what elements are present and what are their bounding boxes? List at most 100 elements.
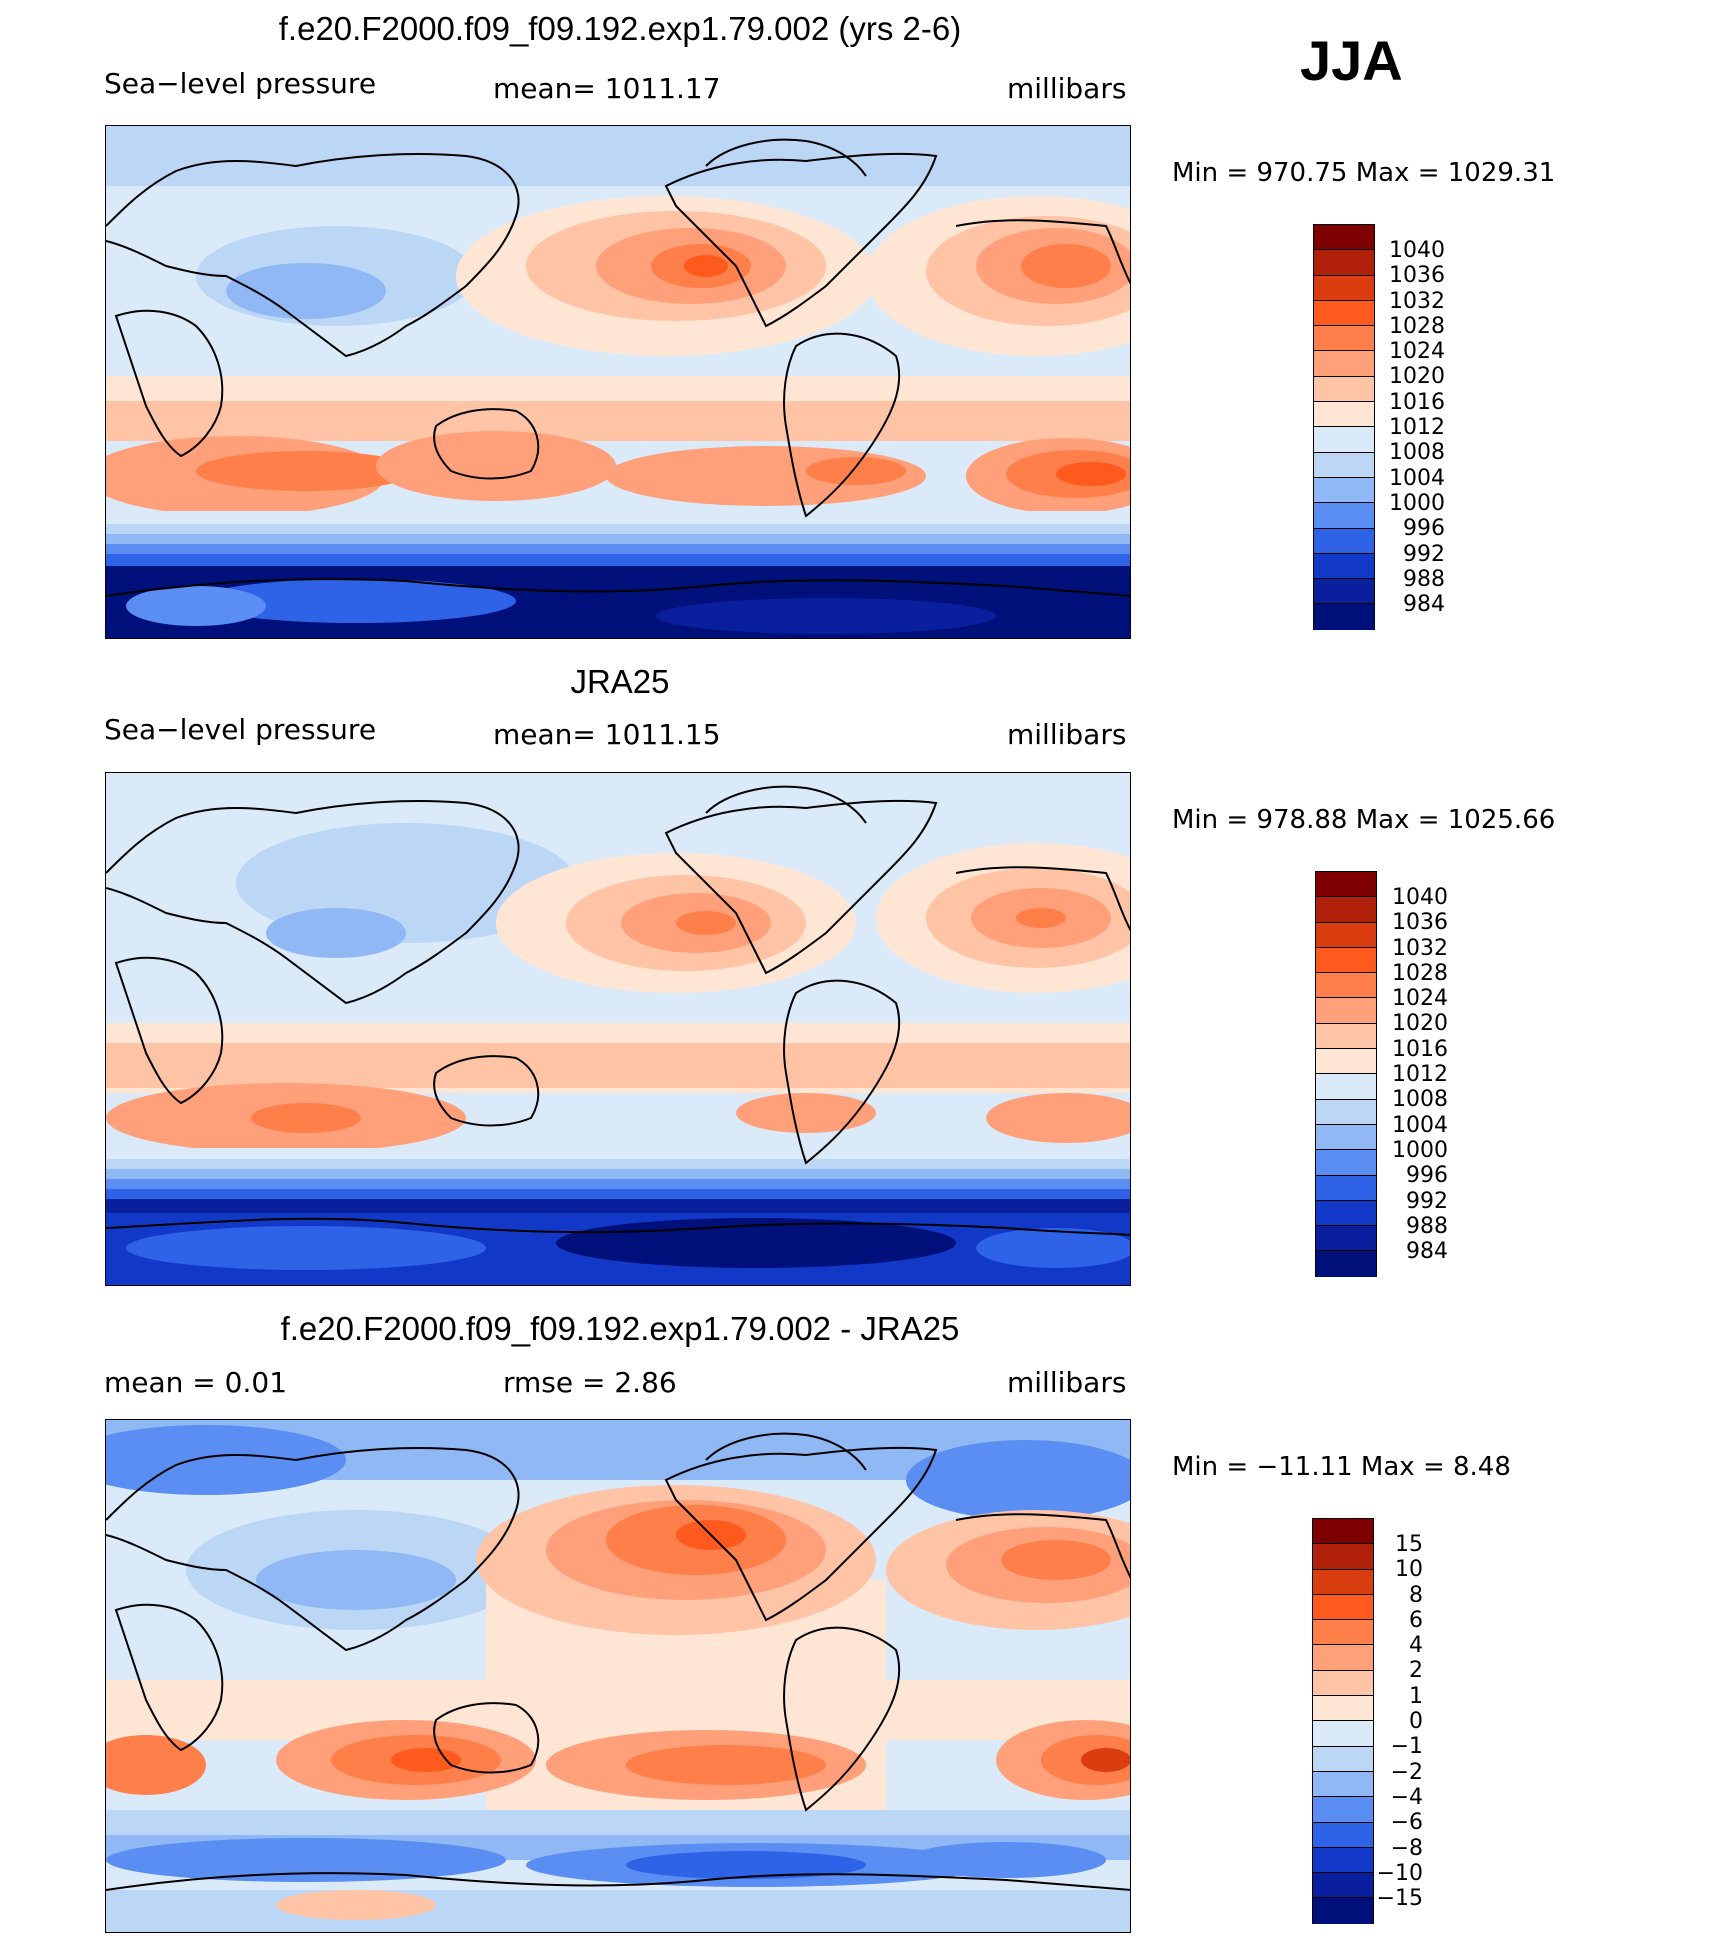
panel-3-rmse-label: rmse = 2.86 [503, 1366, 677, 1399]
colorbar-label: 1000 [1392, 1137, 1448, 1163]
azores-high-1024 [1016, 908, 1066, 928]
panel-1-colorbar-seg [1314, 275, 1374, 301]
colorbar-label: 988 [1403, 566, 1445, 592]
panel-1-map-svg [106, 126, 1130, 638]
colorbar-label: 1004 [1392, 1112, 1448, 1138]
colorbar-label: 1036 [1392, 910, 1448, 936]
panel-1-colorbar-seg [1314, 225, 1374, 251]
panel-2-colorbar-seg [1316, 872, 1376, 898]
colorbar-label: 1040 [1392, 885, 1448, 910]
panel-1-minmax: Min = 970.75 Max = 1029.31 [1172, 158, 1556, 188]
panel-2-colorbar-seg [1316, 1200, 1376, 1227]
so-band-1004 [106, 1159, 1130, 1171]
colorbar-label: −10 [1376, 1860, 1423, 1886]
so-band-996 [106, 544, 1130, 556]
colorbar-label: −1 [1390, 1734, 1423, 1760]
panel-2-colorbar-seg [1316, 1049, 1376, 1075]
panel-3-minmax: Min = −11.11 Max = 8.48 [1172, 1452, 1511, 1482]
colorbar-label: 1008 [1389, 440, 1445, 466]
panel-1-colorbar-seg [1314, 351, 1374, 377]
panel-3-colorbar-seg [1313, 1519, 1373, 1545]
panel-2-title: JRA25 [570, 663, 670, 700]
colorbar-label: 1028 [1389, 313, 1445, 339]
panel-3-title: f.e20.F2000.f09_f09.192.exp1.79.002 - JR… [280, 1310, 960, 1347]
atlantic-diff-4 [1001, 1540, 1111, 1580]
panel-2-colorbar-seg [1316, 1074, 1376, 1100]
panel-1-colorbar-labels: 1040 1036 1032 1028 1024 1020 1016 1012 … [1385, 238, 1445, 617]
so-band-992 [106, 554, 1130, 568]
colorbar-label: 1004 [1389, 465, 1445, 491]
panel-3-colorbar-seg [1313, 1645, 1373, 1671]
colorbar-label: 1016 [1389, 389, 1445, 415]
panel-1-colorbar-seg [1314, 553, 1374, 580]
australian-high-1020 [376, 431, 616, 501]
panel-1-title: f.e20.F2000.f09_f09.192.exp1.79.002 (yrs… [278, 10, 962, 47]
colorbar-label: 1024 [1389, 339, 1445, 365]
panel-1-colorbar-seg [1314, 477, 1374, 504]
antarctic-patch-b [126, 586, 266, 626]
subtropical-diff-0 [106, 1680, 1130, 1740]
colorbar-label: 6 [1409, 1607, 1423, 1633]
colorbar-label: 1012 [1392, 1062, 1448, 1088]
colorbar-label: 1032 [1389, 288, 1445, 314]
panel-2-colorbar-seg [1316, 1150, 1376, 1176]
panel-3-colorbar-seg [1313, 1721, 1373, 1747]
colorbar-label: 1020 [1389, 364, 1445, 390]
panel-1-colorbar-seg [1314, 452, 1374, 478]
panel-3-colorbar-seg [1313, 1771, 1373, 1798]
colorbar-label: 992 [1406, 1188, 1448, 1214]
panel-2-colorbar-labels: 1040 1036 1032 1028 1024 1020 1016 1012 … [1388, 885, 1448, 1264]
panel-1-map [105, 125, 1131, 639]
colorbar-label: 1016 [1392, 1036, 1448, 1062]
panel-3-colorbar [1312, 1518, 1374, 1924]
panel-1-colorbar-seg [1314, 402, 1374, 428]
panel-2-variable-label: Sea−level pressure [104, 713, 377, 746]
panel-3-units: millibars [1007, 1366, 1127, 1399]
colorbar-label: 992 [1403, 541, 1445, 567]
south-indian-high-1024 [251, 1103, 361, 1133]
coastlines [106, 138, 1130, 597]
panel-2-units: millibars [1007, 718, 1127, 751]
panel-2-map-svg [106, 773, 1130, 1285]
so-neg4-c [906, 1842, 1106, 1878]
south-atlantic-high-1028 [1056, 462, 1126, 486]
colorbar-label: 1012 [1389, 415, 1445, 441]
panel-3-colorbar-seg [1313, 1898, 1373, 1924]
panel-2-colorbar-seg [1316, 1023, 1376, 1050]
panel-2-map [105, 772, 1131, 1286]
antarctic-patch-a [196, 579, 516, 623]
panel-1-units: millibars [1007, 72, 1127, 105]
colorbar-label: 984 [1406, 1239, 1448, 1265]
colorbar-label: 1008 [1392, 1087, 1448, 1113]
colorbar-label: 1020 [1392, 1011, 1448, 1037]
colorbar-label: 988 [1406, 1213, 1448, 1239]
panel-1-colorbar-seg [1314, 503, 1374, 529]
south-indian-high-1024 [196, 451, 416, 491]
colorbar-label: 1040 [1389, 238, 1445, 263]
panel-1-colorbar-seg [1314, 579, 1374, 605]
panel-3-colorbar-seg [1313, 1797, 1373, 1823]
panel-3-mean-label: mean = 0.01 [104, 1366, 288, 1399]
colorbar-label: 1000 [1389, 490, 1445, 516]
antarctic-patch-c [976, 1228, 1130, 1268]
antarctic-patch-c [656, 598, 996, 634]
antarctic-patch-a [126, 1226, 486, 1270]
arctic-band [106, 773, 1130, 823]
panel-2-colorbar-seg [1316, 1124, 1376, 1151]
colorbar-label: 1028 [1392, 960, 1448, 986]
coastlines [106, 785, 1130, 1236]
colorbar-label: 984 [1403, 592, 1445, 618]
panel-1-colorbar-seg [1314, 427, 1374, 453]
colorbar-label: −2 [1390, 1759, 1423, 1785]
north-pacific-high-1028 [684, 255, 728, 277]
colorbar-label: −15 [1376, 1886, 1423, 1912]
azores-high-1024 [1021, 244, 1111, 288]
so-band-988 [106, 1199, 1130, 1215]
so-neg4-a [106, 1838, 506, 1882]
antarctic-pos-patch [276, 1890, 436, 1920]
panel-1-colorbar-seg [1314, 250, 1374, 276]
panel-2-colorbar-seg [1316, 1175, 1376, 1201]
panel-2-minmax: Min = 978.88 Max = 1025.66 [1172, 805, 1556, 835]
panel-3-colorbar-seg [1313, 1847, 1373, 1874]
panel-1-colorbar [1313, 224, 1375, 630]
